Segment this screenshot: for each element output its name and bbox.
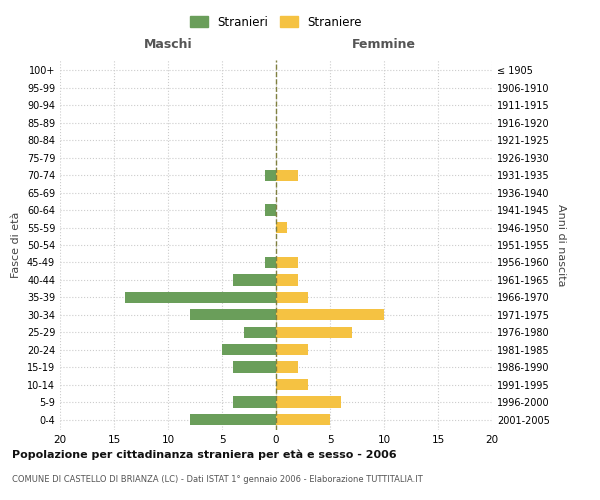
Bar	[276, 309, 384, 320]
Bar	[276, 292, 308, 303]
Text: Femmine: Femmine	[352, 38, 416, 52]
Bar	[276, 257, 298, 268]
Bar	[265, 257, 276, 268]
Bar	[276, 274, 298, 285]
Bar	[233, 396, 276, 407]
Bar	[276, 222, 287, 233]
Bar	[233, 274, 276, 285]
Bar	[190, 309, 276, 320]
Bar	[222, 344, 276, 356]
Bar	[276, 344, 308, 356]
Text: Maschi: Maschi	[143, 38, 193, 52]
Bar	[276, 396, 341, 407]
Bar	[276, 414, 330, 425]
Bar	[244, 326, 276, 338]
Text: COMUNE DI CASTELLO DI BRIANZA (LC) - Dati ISTAT 1° gennaio 2006 - Elaborazione T: COMUNE DI CASTELLO DI BRIANZA (LC) - Dat…	[12, 475, 423, 484]
Bar	[233, 362, 276, 373]
Bar	[276, 362, 298, 373]
Bar	[265, 204, 276, 216]
Bar	[190, 414, 276, 425]
Text: Popolazione per cittadinanza straniera per età e sesso - 2006: Popolazione per cittadinanza straniera p…	[12, 450, 397, 460]
Y-axis label: Fasce di età: Fasce di età	[11, 212, 21, 278]
Bar	[125, 292, 276, 303]
Bar	[276, 379, 308, 390]
Bar	[276, 170, 298, 181]
Bar	[265, 170, 276, 181]
Legend: Stranieri, Straniere: Stranieri, Straniere	[185, 11, 367, 34]
Y-axis label: Anni di nascita: Anni di nascita	[556, 204, 566, 286]
Bar	[276, 326, 352, 338]
